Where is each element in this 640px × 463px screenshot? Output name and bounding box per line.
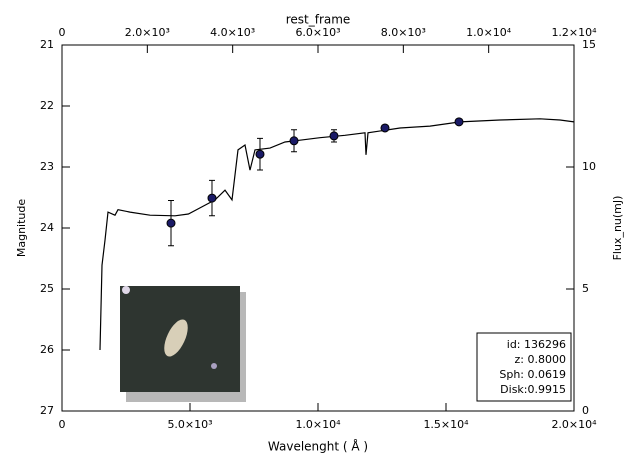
y-tick-label: 22 <box>40 99 54 112</box>
y-axis-label: Magnitude <box>15 199 28 258</box>
y-tick-label: 24 <box>40 221 54 234</box>
x2-tick-label: 6.0×10³ <box>295 26 340 39</box>
spectrum-line <box>99 118 575 351</box>
x-tick-label: 5.0×10³ <box>167 418 212 431</box>
y2-axis-label: Flux_nu(mJ) <box>611 196 624 261</box>
x-axis-label: Wavelenght ( Å ) <box>268 439 368 454</box>
y2-tick-label: 10 <box>582 160 596 173</box>
y-tick-label: 26 <box>40 343 54 356</box>
y-tick-label: 21 <box>40 38 54 51</box>
photometry-point <box>255 149 265 159</box>
y-tick-label: 25 <box>40 282 54 295</box>
info-box <box>476 332 572 402</box>
y2-tick-label: 5 <box>582 282 589 295</box>
x2-tick-label: 4.0×10³ <box>210 26 255 39</box>
x2-tick-label: 8.0×10³ <box>381 26 426 39</box>
info-text: id: 136296 <box>507 338 566 351</box>
inset-image <box>120 286 246 402</box>
y-tick-label: 23 <box>40 160 54 173</box>
y2-tick-label: 15 <box>582 38 596 51</box>
info-text: Disk:0.9915 <box>500 383 566 396</box>
photometry-point <box>329 131 339 141</box>
y-tick-label: 27 <box>40 404 54 417</box>
x-tick-label: 1.5×10⁴ <box>423 418 469 431</box>
info-text: z: 0.8000 <box>515 353 566 366</box>
x2-tick-label: 1.0×10⁴ <box>466 26 512 39</box>
x-tick-label: 1.0×10⁴ <box>295 418 341 431</box>
x-tick-label: 2.0×10⁴ <box>551 418 597 431</box>
x2-axis-label: rest_frame <box>286 13 351 27</box>
photometry-point <box>454 117 464 127</box>
photometry-point <box>166 218 176 228</box>
photometry-point <box>380 123 390 133</box>
photometry-point <box>207 193 217 203</box>
x2-tick-label: 1.2×10⁴ <box>551 26 597 39</box>
x-tick-label: 0 <box>59 418 66 431</box>
photometry-point <box>289 136 299 146</box>
y2-tick-label: 0 <box>582 404 589 417</box>
info-text: Sph: 0.0619 <box>499 368 566 381</box>
x2-tick-label: 2.0×10³ <box>125 26 170 39</box>
x2-tick-label: 0 <box>59 26 66 39</box>
